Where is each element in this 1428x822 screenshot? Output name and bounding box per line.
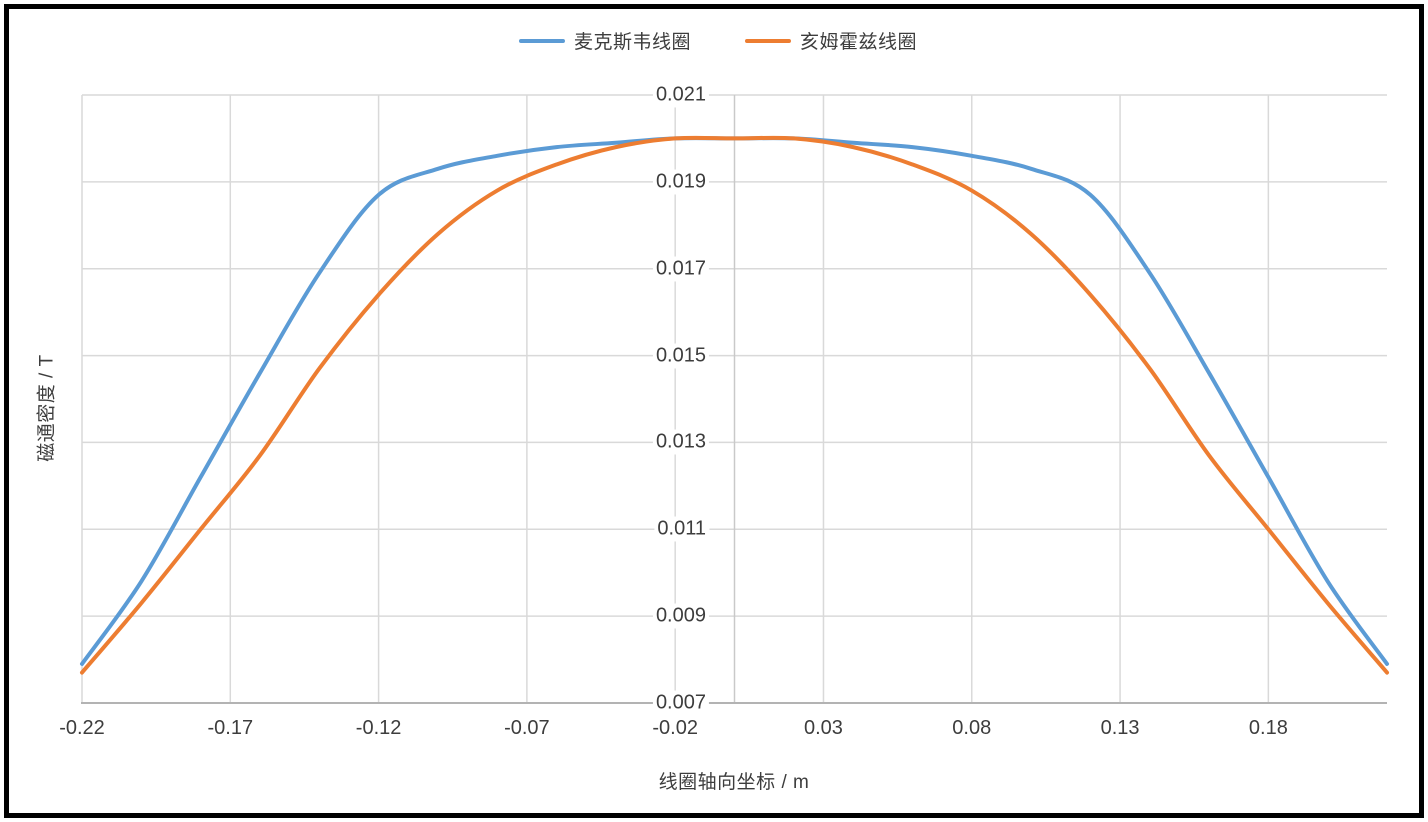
legend-item-maxwell: 麦克斯韦线圈 [518, 27, 691, 54]
y-tick-label: 0.011 [654, 516, 709, 542]
x-tick-label: 0.18 [1248, 717, 1288, 739]
y-axis-title: 磁通密度 / T [36, 354, 58, 462]
y-tick-label: 0.013 [652, 429, 709, 455]
helmholtz-curve [80, 135, 1389, 675]
y-tick-label: 0.007 [652, 690, 709, 716]
x-tick-label: -0.07 [504, 717, 550, 739]
x-tick-label: -0.17 [207, 717, 254, 739]
x-tick-label: 0.13 [1100, 717, 1140, 739]
x-tick-label: -0.12 [355, 717, 402, 739]
maxwell-line-swatch [518, 38, 565, 43]
helmholtz-legend-label: 亥姆霍兹线圈 [800, 32, 918, 53]
legend-item-helmholtz: 亥姆霍兹线圈 [745, 27, 917, 54]
y-tick-label: 0.021 [652, 82, 709, 108]
y-tick-label: 0.019 [652, 169, 709, 195]
y-tick-label: 0.017 [652, 256, 709, 282]
legend: 麦克斯韦线圈 亥姆霍兹线圈 [518, 27, 917, 54]
x-axis-title: 线圈轴向坐标 / m [658, 772, 810, 793]
y-tick-label: 0.015 [652, 343, 709, 369]
maxwell-legend-label: 麦克斯韦线圈 [573, 32, 691, 53]
x-tick-label: 0.08 [952, 717, 992, 739]
x-tick-label: -0.22 [59, 717, 105, 739]
y-tick-label: 0.009 [652, 603, 709, 629]
helmholtz-line-swatch [745, 38, 791, 43]
x-tick-label: -0.02 [652, 717, 698, 739]
x-tick-label: 0.03 [804, 717, 843, 739]
